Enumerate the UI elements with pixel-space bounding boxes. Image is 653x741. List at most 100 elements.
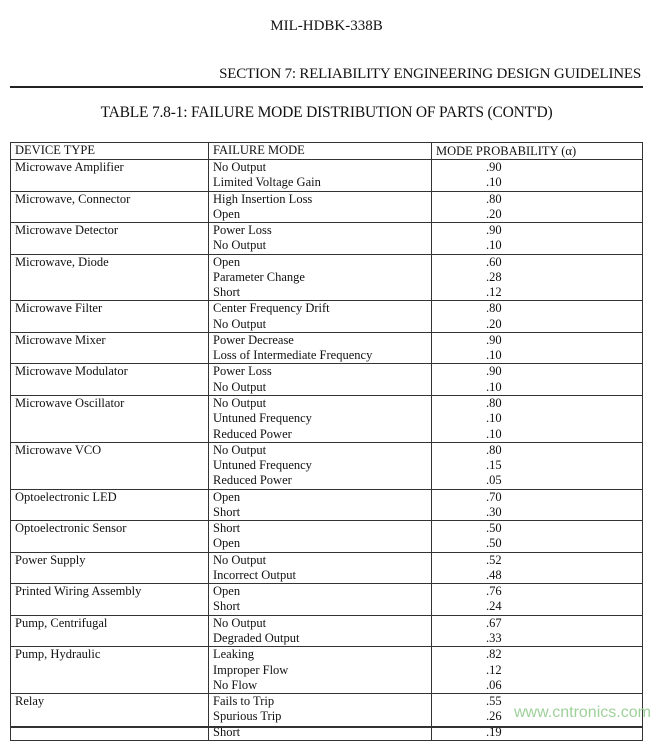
device-type-cell: Pump, Centrifugal — [10, 614, 209, 648]
mode-probability: .48 — [486, 567, 502, 582]
mode-probability-cell: .80.10.10 — [431, 394, 643, 443]
mode-probability: .90 — [486, 364, 502, 379]
device-type-cell: Microwave Mixer — [10, 331, 209, 365]
failure-mode-cell: Power Decrease Loss of Intermediate Frequ… — [208, 331, 432, 365]
device-type-cell: Pump, Hydraulic — [10, 646, 209, 695]
mode-probability: .82 — [486, 647, 502, 662]
mode-probability: .10 — [486, 348, 502, 363]
failure-mode: No Output — [213, 615, 267, 630]
failure-mode-cell: No Output Degraded Output — [208, 614, 432, 648]
failure-mode: Parameter Change — [213, 269, 305, 284]
mode-probability: .12 — [486, 662, 502, 677]
mode-probability-cell: .90.10 — [431, 363, 643, 396]
mode-probability: .80 — [486, 191, 502, 206]
failure-mode: Power Decrease — [213, 332, 294, 347]
device-type-cell: Power Supply — [10, 551, 209, 585]
table-row: Power Supply No Output Incorrect Output .52… — [10, 551, 643, 585]
failure-mode: Center Frequency Drift — [213, 301, 330, 316]
mode-probability: .50 — [486, 536, 502, 551]
mode-probability: .20 — [486, 206, 502, 221]
mode-probability: .24 — [486, 599, 502, 614]
mode-probability-cell: .90.10 — [431, 222, 643, 255]
failure-mode-cell: Leaking Improper Flow No Flow — [208, 646, 432, 695]
failure-mode: No Output — [213, 442, 267, 457]
table-row: Optoelectronic LED Open Short .70.30 — [10, 488, 643, 522]
mode-probability-cell: .50.50 — [431, 520, 643, 553]
mode-probability: .20 — [486, 316, 502, 331]
device-type-cell: Microwave, Connector — [10, 190, 209, 224]
watermark: www.cntronics.com — [514, 704, 651, 721]
mode-probability: .26 — [486, 709, 502, 724]
failure-mode-cell: Open Parameter Change Short — [208, 253, 432, 302]
mode-probability: .67 — [486, 615, 502, 630]
section-heading: SECTION 7: RELIABILITY ENGINEERING DESIG… — [219, 66, 641, 82]
document-id: MIL-HDBK-338B — [270, 18, 383, 34]
failure-mode: Loss of Intermediate Frequency — [213, 348, 373, 363]
mode-probability-cell: .60.28.12 — [431, 253, 643, 302]
mode-probability: .10 — [486, 238, 502, 253]
failure-mode: Leaking — [213, 647, 254, 662]
table-row: Microwave Mixer Power Decrease Loss of Int… — [10, 331, 643, 365]
failure-mode-cell: Open Short — [208, 488, 432, 522]
failure-mode: Untuned Frequency — [213, 458, 312, 473]
mode-probability-cell: .90.10 — [431, 331, 643, 365]
mode-probability-cell: .80.15.05 — [431, 441, 643, 490]
failure-mode: Spurious Trip — [213, 709, 282, 724]
failure-mode-cell: Power Loss No Output — [208, 363, 432, 396]
table-bottom-rule — [10, 726, 643, 728]
failure-mode: Incorrect Output — [213, 567, 296, 582]
device-type-cell: Printed Wiring Assembly — [10, 583, 209, 616]
table-header-row: DEVICE TYPE FAILURE MODE MODE PROBABILIT… — [10, 142, 643, 160]
mode-probability: .06 — [486, 677, 502, 692]
failure-mode: No Output — [213, 379, 267, 394]
failure-mode: Open — [213, 254, 241, 269]
failure-mode: No Output — [213, 395, 267, 410]
device-type-cell: Microwave Oscillator — [10, 394, 209, 443]
failure-mode: Reduced Power — [213, 426, 292, 441]
table-row: Microwave Amplifier No Output Limited Volt… — [10, 159, 643, 192]
device-type-cell: Microwave VCO — [10, 441, 209, 490]
mode-probability: .90 — [486, 160, 502, 174]
section-rule — [10, 86, 643, 88]
table-row: Pump, Centrifugal No Output Degraded Outpu… — [10, 614, 643, 648]
failure-mode: Power Loss — [213, 364, 272, 379]
failure-mode: Short — [213, 285, 241, 300]
failure-mode-cell: Open Short — [208, 583, 432, 616]
mode-probability-cell: .90.10 — [431, 159, 643, 192]
header-mode-probability: MODE PROBABILITY (α) — [431, 142, 643, 160]
mode-probability-cell: .76.24 — [431, 583, 643, 616]
mode-probability: .80 — [486, 395, 502, 410]
mode-probability: .55 — [486, 694, 502, 709]
failure-mode-cell: No Output Untuned Frequency Reduced Power — [208, 394, 432, 443]
device-type-cell: Microwave Detector — [10, 222, 209, 255]
failure-mode-cell: No Output Incorrect Output — [208, 551, 432, 585]
mode-probability-cell: .52.48 — [431, 551, 643, 585]
mode-probability-cell: .70.30 — [431, 488, 643, 522]
mode-probability: .28 — [486, 269, 502, 284]
mode-probability: .90 — [486, 332, 502, 347]
mode-probability: .05 — [486, 473, 502, 488]
mode-probability: .90 — [486, 223, 502, 238]
failure-mode: Open — [213, 536, 241, 551]
table-row: Microwave Filter Center Frequency Drift No… — [10, 300, 643, 333]
failure-mode: High Insertion Loss — [213, 191, 313, 206]
failure-mode-cell: Power Loss No Output — [208, 222, 432, 255]
mode-probability: .10 — [486, 426, 502, 441]
header-device-type: DEVICE TYPE — [10, 142, 209, 160]
mode-probability: .15 — [486, 458, 502, 473]
mode-probability: .10 — [486, 175, 502, 190]
failure-mode-cell: No Output Untuned Frequency Reduced Power — [208, 441, 432, 490]
failure-mode: Short — [213, 521, 241, 536]
failure-mode: No Output — [213, 238, 267, 253]
failure-mode-table: DEVICE TYPE FAILURE MODE MODE PROBABILIT… — [10, 142, 643, 741]
failure-mode: Short — [213, 504, 241, 519]
table-row: Printed Wiring Assembly Open Short .76.24 — [10, 583, 643, 616]
mode-probability-cell: .82.12.06 — [431, 646, 643, 695]
failure-mode: Open — [213, 206, 241, 221]
failure-mode-cell: High Insertion Loss Open — [208, 190, 432, 224]
table-row: Microwave Detector Power Loss No Output .90… — [10, 222, 643, 255]
mode-probability: .76 — [486, 584, 502, 599]
device-type-cell: Optoelectronic LED — [10, 488, 209, 522]
mode-probability: .30 — [486, 504, 502, 519]
failure-mode-cell: Center Frequency Drift No Output — [208, 300, 432, 333]
